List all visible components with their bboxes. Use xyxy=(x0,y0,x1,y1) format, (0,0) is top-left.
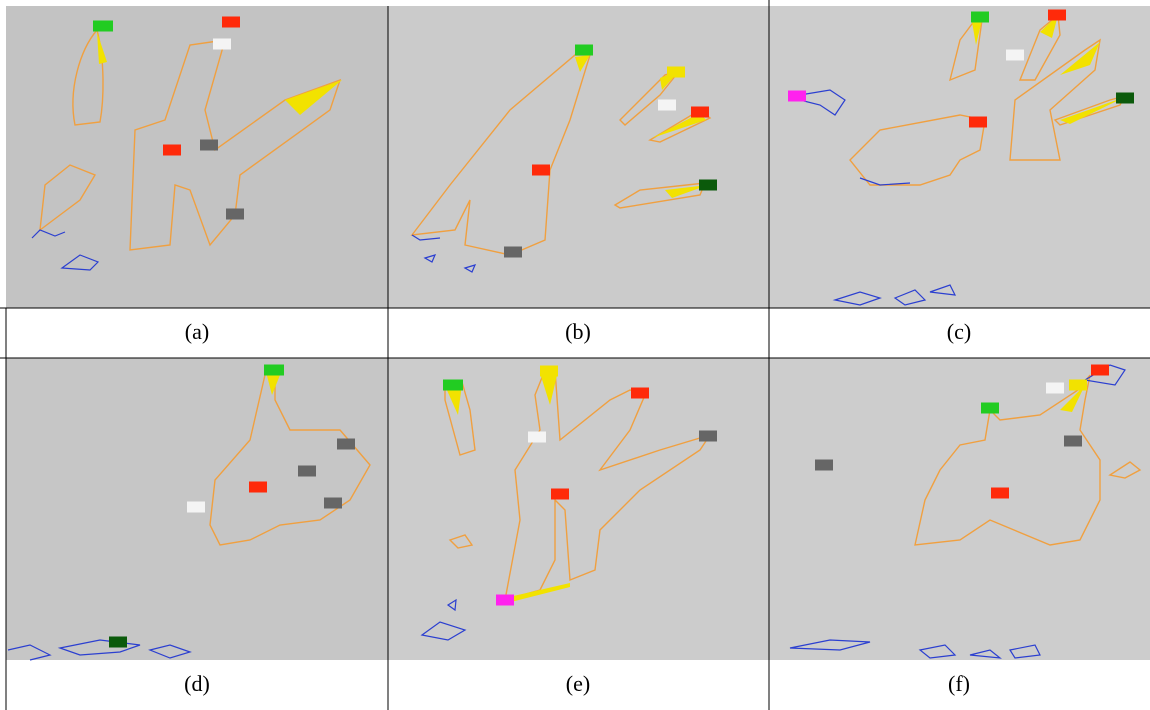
marker xyxy=(631,388,649,399)
marker xyxy=(504,247,522,258)
marker xyxy=(699,180,717,191)
marker xyxy=(109,637,127,648)
marker xyxy=(991,488,1009,499)
caption: (d) xyxy=(184,671,210,696)
marker xyxy=(1064,436,1082,447)
marker xyxy=(1048,10,1066,21)
marker xyxy=(981,403,999,414)
marker xyxy=(213,39,231,50)
marker xyxy=(691,107,709,118)
marker xyxy=(658,100,676,111)
marker xyxy=(298,466,316,477)
marker xyxy=(226,209,244,220)
marker xyxy=(540,366,558,377)
marker xyxy=(93,21,113,32)
marker xyxy=(222,17,240,28)
caption: (c) xyxy=(947,319,971,344)
marker xyxy=(337,439,355,450)
marker xyxy=(575,45,593,56)
marker xyxy=(667,67,685,78)
caption: (e) xyxy=(566,671,590,696)
marker xyxy=(1116,93,1134,104)
marker xyxy=(532,165,550,176)
marker xyxy=(163,145,181,156)
marker xyxy=(969,117,987,128)
marker xyxy=(1046,383,1064,394)
marker xyxy=(699,431,717,442)
caption: (f) xyxy=(948,671,970,696)
marker xyxy=(443,380,463,391)
marker xyxy=(1091,365,1109,376)
page: (a) (b) (c) (d) (e) (f) (() => { const d… xyxy=(0,0,1150,710)
marker xyxy=(1069,380,1087,391)
figure: (a) (b) (c) (d) (e) (f) xyxy=(0,0,1150,710)
marker xyxy=(528,432,546,443)
marker xyxy=(249,482,267,493)
marker xyxy=(187,502,205,513)
panel-e xyxy=(388,358,769,660)
panel-a xyxy=(6,6,388,308)
marker xyxy=(788,91,806,102)
marker xyxy=(200,140,218,151)
marker xyxy=(264,365,284,376)
marker xyxy=(324,498,342,509)
marker xyxy=(496,595,514,606)
marker xyxy=(971,12,989,23)
caption: (a) xyxy=(185,319,209,344)
caption: (b) xyxy=(565,319,591,344)
panel-f xyxy=(769,358,1150,660)
marker xyxy=(551,489,569,500)
marker xyxy=(1006,50,1024,61)
marker xyxy=(815,460,833,471)
